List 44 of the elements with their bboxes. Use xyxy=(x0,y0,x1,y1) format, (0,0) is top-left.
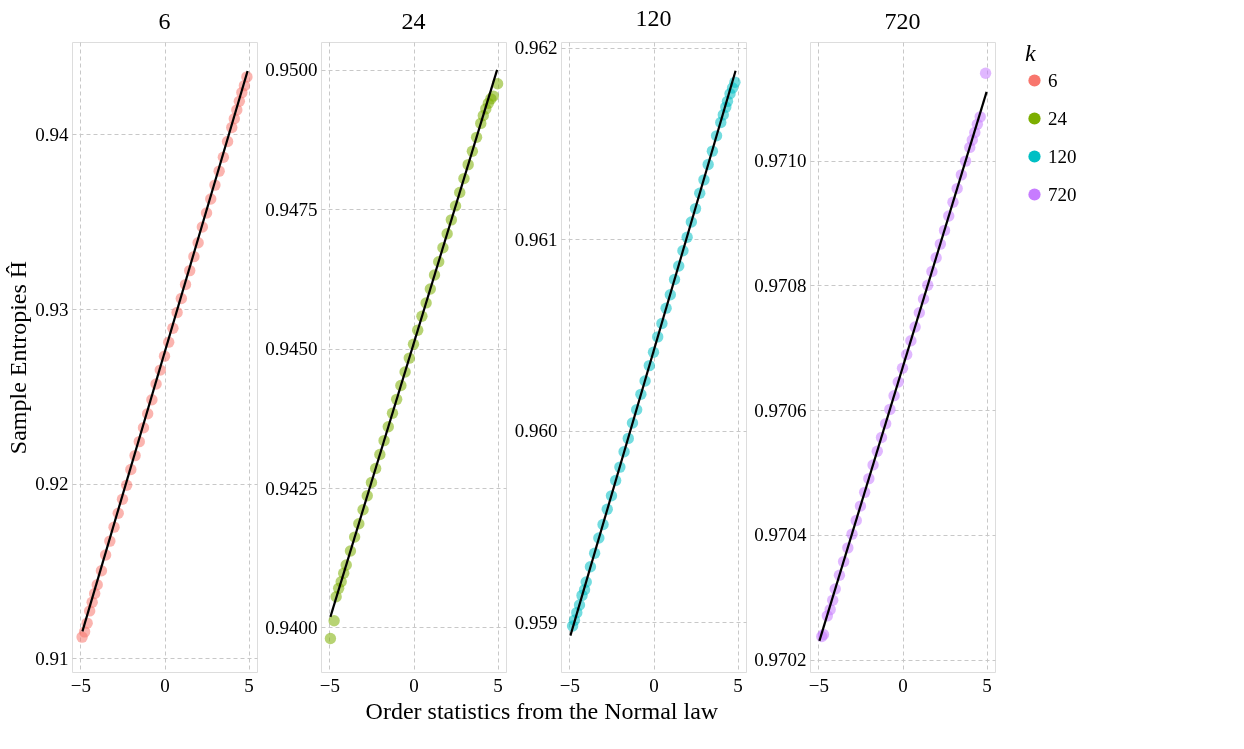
x-tick-label: −5 xyxy=(559,674,581,696)
x-tick-label: 0 xyxy=(409,674,419,696)
y-tick-label: 0.9475 xyxy=(265,198,318,220)
x-tick-label: −5 xyxy=(808,674,830,696)
y-tick-label: 0.91 xyxy=(35,647,69,669)
x-tick-label: −5 xyxy=(319,674,341,696)
chart-title: 720 xyxy=(884,8,921,34)
y-tick-label: 0.9708 xyxy=(754,274,807,296)
y-axis-title: Sample Entropies Ĥ xyxy=(5,260,32,455)
y-tick-label: 0.94 xyxy=(35,123,69,145)
y-tick-label: 0.9706 xyxy=(754,399,807,421)
chart-title: 120 xyxy=(635,4,672,31)
y-tick-label: 0.959 xyxy=(514,611,558,633)
chart-title: 24 xyxy=(401,8,426,34)
legend-label: 6 xyxy=(1048,69,1058,91)
y-tick-label: 0.93 xyxy=(35,298,69,320)
legend-label: 720 xyxy=(1048,183,1077,205)
chart-title: 6 xyxy=(158,8,171,34)
y-tick-label: 0.9704 xyxy=(754,524,807,546)
y-tick-label: 0.9425 xyxy=(265,477,318,499)
y-tick-label: 0.9400 xyxy=(265,616,318,638)
y-tick-label: 0.9710 xyxy=(754,150,807,172)
legend-label: 120 xyxy=(1048,145,1077,167)
x-tick-label: 0 xyxy=(160,674,170,696)
x-tick-label: 5 xyxy=(982,674,992,696)
y-tick-label: 0.9702 xyxy=(754,649,807,671)
y-tick-label: 0.960 xyxy=(514,420,558,442)
y-tick-label: 0.9450 xyxy=(265,338,318,360)
x-tick-label: −5 xyxy=(70,674,92,696)
x-tick-label: 5 xyxy=(493,674,503,696)
y-tick-label: 0.962 xyxy=(514,37,558,59)
y-tick-label: 0.961 xyxy=(514,228,558,250)
x-tick-label: 5 xyxy=(733,674,743,696)
legend-label: 24 xyxy=(1048,107,1068,129)
x-axis-title: Order statistics from the Normal law xyxy=(365,697,719,724)
x-tick-label: 5 xyxy=(244,674,254,696)
point xyxy=(979,67,992,79)
point xyxy=(324,632,337,645)
point xyxy=(328,615,340,627)
x-tick-label: 0 xyxy=(898,674,908,696)
y-tick-label: 0.92 xyxy=(35,473,69,495)
y-tick-label: 0.9500 xyxy=(265,59,318,81)
x-tick-label: 0 xyxy=(649,674,659,696)
legend-title: k xyxy=(1025,40,1036,66)
